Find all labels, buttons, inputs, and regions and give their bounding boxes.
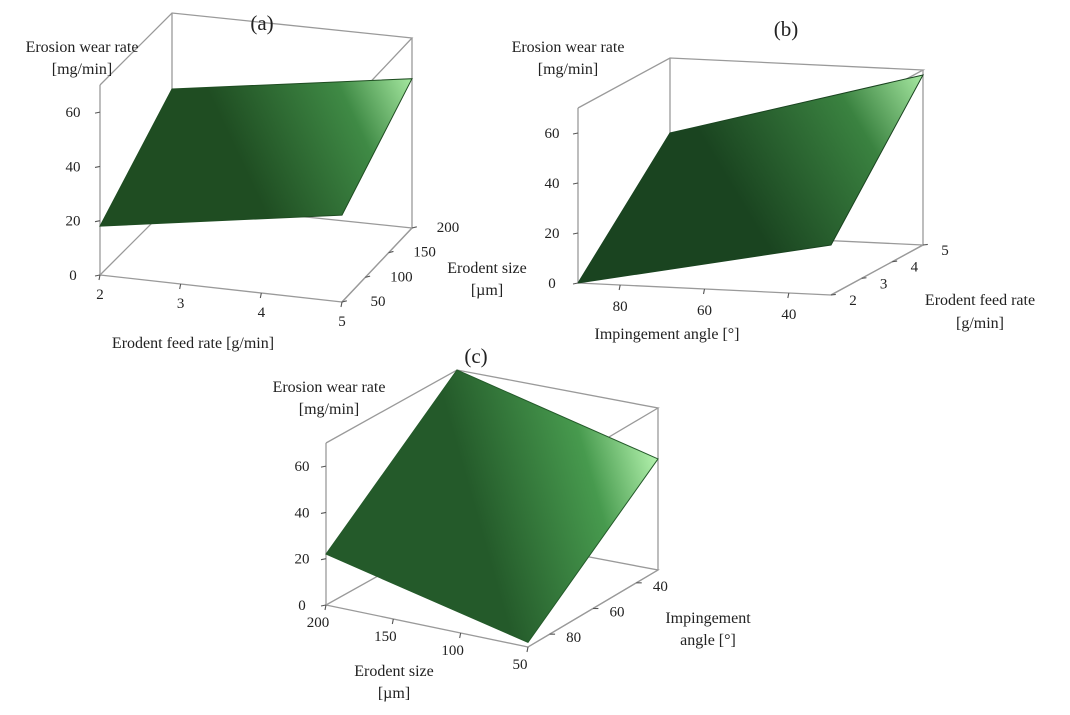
- x-tick-mark: [618, 284, 621, 291]
- x-tick-mark: [787, 292, 790, 299]
- panel-label: (b): [774, 17, 799, 41]
- y-tick-mark: [922, 243, 928, 246]
- z-tick-label: 60: [545, 126, 560, 142]
- x-axis-line: [325, 604, 529, 648]
- x-tick-label: 150: [374, 629, 397, 645]
- z-tick-label: 0: [69, 268, 77, 284]
- z-tick-label: 0: [548, 276, 556, 292]
- y-axis-title: Erodent feed rate: [925, 292, 1035, 309]
- z-tick-label: 20: [295, 552, 310, 568]
- x-tick-mark: [324, 604, 327, 611]
- z-tick-mark: [94, 274, 101, 277]
- x-tick-mark: [259, 292, 262, 299]
- z-tick-mark: [572, 132, 579, 135]
- z-tick-label: 40: [545, 176, 560, 192]
- surface-plot-b: 0 20 40 60 80 60 40 2 3 4 5 (b) Erosion wear rate [mg…: [512, 17, 1036, 343]
- x-axis-line: [99, 274, 343, 303]
- y-axis-title: angle [°]: [680, 632, 736, 649]
- z-tick-mark: [320, 465, 327, 468]
- y-tick-mark: [388, 250, 394, 254]
- y-axis-line: [830, 244, 924, 296]
- z-axis-title: [mg/min]: [538, 61, 598, 78]
- x-tick-label: 5: [338, 314, 346, 330]
- z-tick-label: 20: [66, 214, 81, 230]
- z-tick-mark: [572, 282, 579, 285]
- x-tick-label: 2: [96, 287, 104, 303]
- y-tick-label: 200: [437, 220, 460, 236]
- z-tick-label: 40: [66, 159, 81, 175]
- y-tick-mark: [411, 226, 417, 229]
- response-surface: [577, 74, 924, 284]
- z-tick-mark: [94, 220, 101, 223]
- x-tick-mark: [179, 283, 182, 290]
- x-tick-label: 50: [513, 657, 528, 673]
- z-tick-mark: [94, 111, 101, 114]
- y-tick-mark: [341, 300, 347, 303]
- x-tick-mark: [702, 288, 706, 295]
- x-axis-title: [µm]: [378, 685, 410, 702]
- y-tick-mark: [830, 293, 836, 296]
- z-tick-label: 40: [295, 505, 310, 521]
- y-tick-label: 40: [653, 579, 668, 595]
- y-tick-label: 80: [566, 630, 581, 646]
- box-top-back-edges: [99, 12, 414, 113]
- z-tick-label: 20: [545, 226, 560, 242]
- y-tick-label: 3: [880, 276, 888, 292]
- x-tick-label: 100: [441, 643, 464, 659]
- z-tick-mark: [572, 232, 579, 235]
- x-tick-mark: [391, 618, 394, 625]
- panel-label: (c): [464, 344, 487, 368]
- y-tick-label: 5: [941, 243, 949, 259]
- surface-plot-c: 0 20 40 60 200 150 100 50 40 60 80 (c) Erosion wear …: [273, 344, 752, 702]
- y-axis-title: Impingement: [665, 610, 751, 627]
- z-tick-label: 60: [66, 105, 81, 121]
- y-tick-label: 50: [371, 294, 386, 310]
- y-tick-mark: [892, 260, 898, 263]
- y-tick-label: 150: [413, 245, 436, 261]
- y-tick-label: 4: [911, 260, 919, 276]
- y-axis-line: [341, 227, 413, 303]
- y-tick-mark: [365, 275, 371, 278]
- y-tick-label: 60: [610, 605, 625, 621]
- y-axis-title: Erodent size: [447, 260, 527, 277]
- x-tick-mark: [340, 301, 343, 308]
- y-axis-title: [µm]: [471, 282, 503, 299]
- z-axis-title: Erosion wear rate: [512, 39, 625, 56]
- z-tick-mark: [94, 165, 101, 168]
- response-surface: [99, 78, 413, 227]
- y-tick-label: 2: [849, 293, 857, 309]
- y-axis-title: [g/min]: [956, 315, 1004, 332]
- x-tick-mark: [526, 646, 529, 653]
- response-surface: [325, 369, 659, 644]
- y-tick-mark: [861, 277, 867, 279]
- z-tick-mark: [320, 604, 327, 607]
- y-tick-label: 100: [390, 269, 413, 285]
- z-tick-mark: [572, 182, 579, 185]
- x-tick-label: 200: [307, 615, 330, 631]
- x-tick-label: 80: [613, 299, 628, 315]
- z-axis-title: Erosion wear rate: [26, 39, 139, 56]
- z-axis-title: Erosion wear rate: [273, 379, 386, 396]
- x-tick-mark: [459, 632, 462, 639]
- x-axis-title: Impingement angle [°]: [594, 326, 739, 343]
- z-tick-label: 60: [295, 459, 310, 475]
- z-tick-mark: [320, 558, 327, 561]
- x-tick-label: 40: [781, 307, 796, 323]
- panel-label: (a): [250, 11, 273, 35]
- x-tick-mark: [98, 274, 101, 281]
- x-axis-title: Erodent size: [354, 663, 434, 680]
- x-tick-label: 4: [258, 305, 266, 321]
- x-tick-label: 60: [697, 303, 712, 319]
- x-axis-title: Erodent feed rate [g/min]: [112, 335, 274, 352]
- z-tick-label: 0: [298, 598, 306, 614]
- z-axis-title: [mg/min]: [299, 401, 359, 418]
- z-axis-title: [mg/min]: [52, 61, 112, 78]
- x-tick-label: 3: [177, 296, 185, 312]
- z-tick-mark: [320, 511, 327, 514]
